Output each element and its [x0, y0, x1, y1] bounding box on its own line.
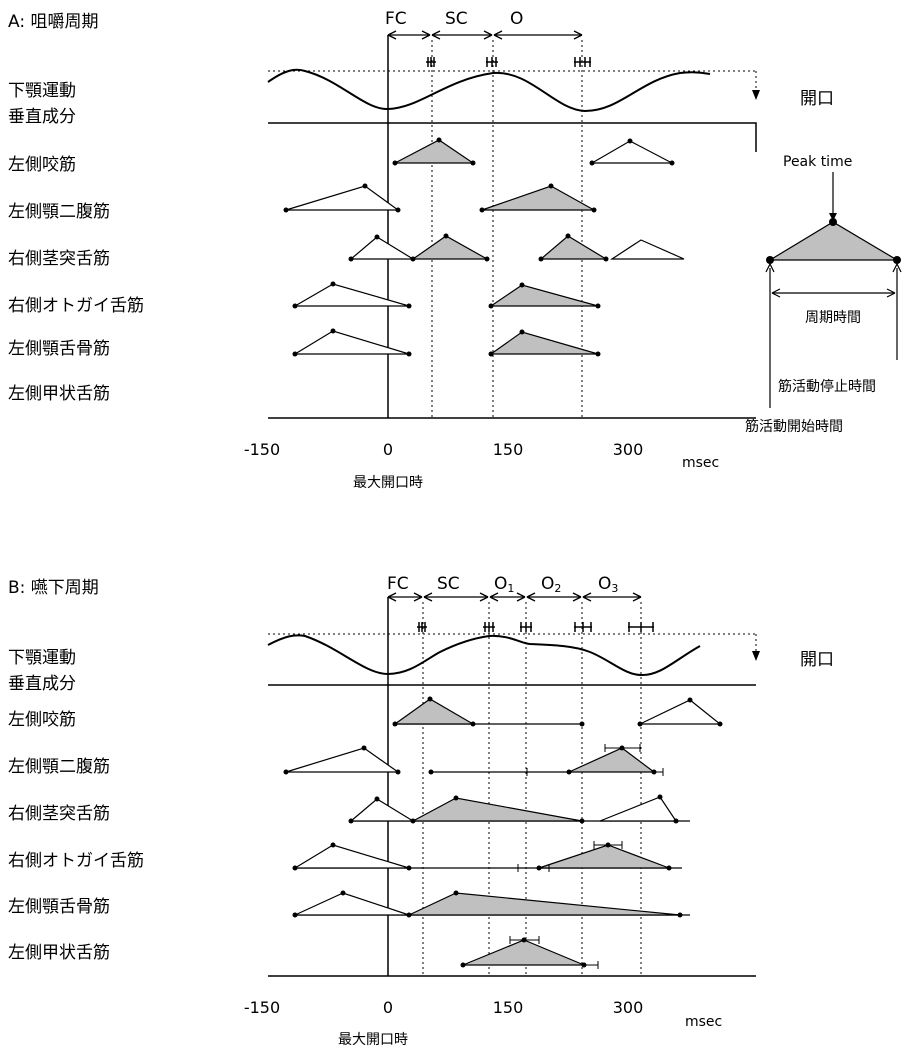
jaw-movement-trace	[267, 68, 711, 113]
muscle-label: 左側咬筋	[8, 155, 76, 175]
activity-triangle-active	[411, 235, 490, 260]
activity-triangle	[589, 140, 673, 164]
legend: Peak time 周期時間 筋活動停止時間 筋活動開始時間	[745, 154, 902, 435]
x-tick-label: 150	[493, 998, 524, 1017]
x-tick-label: -150	[244, 440, 280, 459]
muscle-label: 左側顎舌骨筋	[8, 339, 110, 359]
activity-triangle-active	[538, 844, 670, 869]
phase-boundary-markers	[417, 622, 654, 632]
muscle-label: 左側顎二腹筋	[8, 202, 110, 222]
muscle-label: 右側オトガイ舌筋	[8, 851, 144, 871]
phase-arrows	[387, 592, 642, 602]
phase-divider-lines	[422, 602, 642, 976]
panel-b-title: B: 嚥下周期	[8, 578, 99, 598]
x-tick-label: 300	[613, 440, 644, 459]
phase-label-sc: SC	[437, 574, 460, 594]
jaw-label-2: 垂直成分	[8, 674, 76, 694]
activity-triangle	[285, 185, 400, 211]
x-tick-label: 150	[493, 440, 524, 459]
activity-triangle-active	[462, 939, 585, 966]
muscle-label: 右側茎突舌筋	[8, 804, 110, 824]
muscle-label: 左側甲状舌筋	[8, 384, 110, 404]
jaw-movement-trace	[267, 634, 701, 677]
muscle-label: 左側甲状舌筋	[8, 943, 110, 963]
phase-boundary-markers	[426, 57, 591, 67]
x-unit-label: msec	[682, 455, 719, 471]
legend-stop-time-label: 筋活動停止時間	[778, 378, 876, 395]
activity-triangle	[292, 844, 410, 869]
phase-label-fc: FC	[385, 9, 407, 29]
jaw-label-2: 垂直成分	[8, 107, 76, 127]
phase-label-fc: FC	[387, 574, 409, 594]
activity-triangle-active	[412, 797, 583, 822]
x-tick-label: 300	[613, 998, 644, 1017]
activity-triangles	[285, 139, 685, 355]
activity-triangle-active	[481, 185, 597, 211]
activity-triangle-active	[408, 892, 681, 916]
muscle-label: 右側オトガイ舌筋	[8, 296, 144, 316]
muscle-label: 右側茎突舌筋	[8, 249, 110, 269]
open-label: 開口	[800, 89, 834, 109]
activity-triangle	[609, 239, 685, 260]
activity-triangle	[639, 699, 722, 725]
activity-triangle	[285, 747, 400, 773]
muscle-label: 左側咬筋	[8, 710, 76, 730]
activity-triangle-active	[489, 331, 599, 355]
panel-a-title: A: 咀嚼周期	[8, 12, 98, 32]
x-unit-label: msec	[685, 1014, 722, 1030]
muscle-label: 左側顎二腹筋	[8, 757, 110, 777]
legend-triangle	[767, 221, 900, 261]
legend-cycle-time-label: 周期時間	[805, 310, 861, 326]
activity-triangle-active	[394, 139, 475, 164]
phase-label-o2: O2	[541, 574, 561, 595]
open-arrow-head	[752, 651, 760, 661]
open-label: 開口	[800, 650, 834, 670]
jaw-label-1: 下顎運動	[8, 81, 76, 101]
activity-triangles	[285, 698, 722, 966]
activity-triangle	[349, 236, 416, 260]
open-arrow-head	[752, 90, 760, 100]
legend-start-time-label: 筋活動開始時間	[745, 418, 843, 435]
phase-label-o: O	[510, 9, 523, 29]
activity-triangle-active	[568, 747, 656, 773]
phase-label-o1: O1	[494, 574, 514, 595]
activity-triangle-active	[539, 235, 609, 260]
zero-time-label: 最大開口時	[353, 475, 423, 491]
activity-triangle	[349, 798, 416, 822]
x-tick-label: 0	[383, 440, 393, 459]
activity-triangle	[294, 892, 410, 916]
activity-triangle	[599, 796, 678, 822]
muscle-label: 左側顎舌骨筋	[8, 897, 110, 917]
activity-triangle-active	[393, 698, 476, 725]
x-tick-label: 0	[383, 998, 393, 1017]
panel-b: B: 嚥下周期 FC SC O1 O2 O3	[8, 574, 834, 1048]
panel-a: A: 咀嚼周期 FC SC O 下顎運動 垂直成分	[8, 9, 834, 491]
phase-label-o3: O3	[598, 574, 618, 595]
activity-triangle-active	[489, 284, 599, 307]
phase-divider-lines	[431, 40, 583, 418]
legend-peak-time-label: Peak time	[783, 154, 852, 170]
phase-label-sc: SC	[445, 9, 468, 29]
activity-points	[283, 137, 675, 357]
jaw-baseline	[268, 122, 757, 152]
jaw-label-1: 下顎運動	[8, 648, 76, 668]
activity-points	[283, 696, 723, 968]
x-tick-label: -150	[244, 998, 280, 1017]
phase-arrows	[387, 30, 583, 40]
activity-triangle	[292, 283, 410, 307]
zero-time-label: 最大開口時	[338, 1032, 408, 1048]
activity-triangle	[292, 330, 410, 355]
